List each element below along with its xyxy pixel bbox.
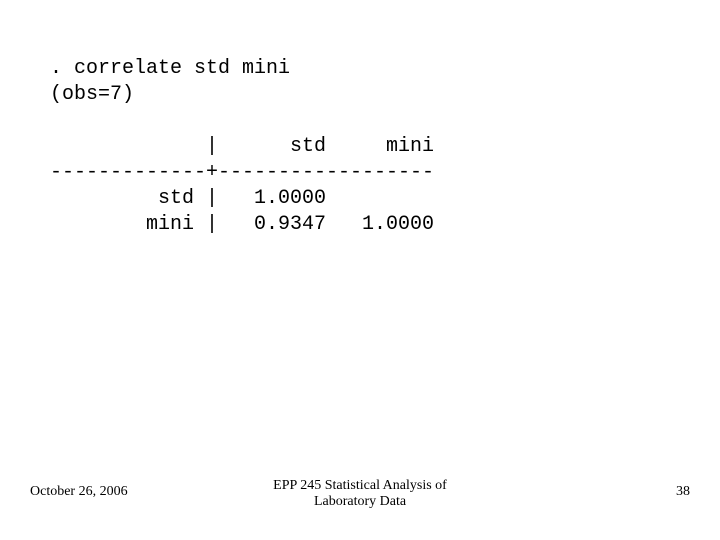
footer-title-line2: Laboratory Data <box>314 494 406 509</box>
corr-row-mini: mini | 0.9347 1.0000 <box>50 213 434 236</box>
obs-line: (obs=7) <box>50 83 134 106</box>
stata-output: . correlate std mini (obs=7) | std mini … <box>50 30 434 238</box>
footer-title-line1: EPP 245 Statistical Analysis of <box>273 478 447 493</box>
footer-page-number: 38 <box>676 484 690 500</box>
corr-header-row: | std mini <box>50 135 434 158</box>
command-line: . correlate std mini <box>50 57 290 80</box>
footer-title: EPP 245 Statistical Analysis of Laborato… <box>0 478 720 510</box>
corr-row-std: std | 1.0000 <box>50 187 326 210</box>
corr-divider: -------------+------------------ <box>50 161 434 184</box>
